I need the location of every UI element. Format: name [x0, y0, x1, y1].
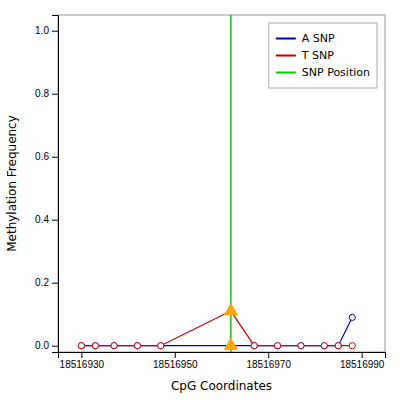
- y-tick: 0.0: [35, 340, 58, 351]
- y-tick-mark: [52, 157, 58, 158]
- y-tick-label: 0.6: [35, 151, 49, 162]
- legend: A SNP T SNP SNP Position: [269, 23, 377, 88]
- x-tick: 18516950: [153, 352, 198, 370]
- point: [349, 343, 355, 349]
- point: [134, 343, 140, 349]
- x-tick: 18516970: [246, 352, 291, 370]
- legend-item: SNP Position: [276, 66, 370, 79]
- point: [158, 343, 164, 349]
- x-axis: 18516930 18516950 18516970 18516990: [59, 352, 386, 370]
- y-axis-title: Methylation Frequency: [5, 115, 19, 252]
- y-tick-mark: [52, 283, 58, 284]
- chart: 185169301851695018516970185169900.00.20.…: [0, 0, 400, 400]
- legend-label: T SNP: [301, 49, 334, 62]
- y-tick-mark: [52, 346, 58, 347]
- point: [335, 343, 341, 349]
- x-tick-label: 18516950: [153, 359, 198, 370]
- legend-key: [276, 72, 296, 74]
- point: [298, 343, 304, 349]
- y-tick-mark: [52, 220, 58, 221]
- y-tick-mark: [52, 94, 58, 95]
- point: [78, 343, 84, 349]
- x-tick-mark: [268, 352, 269, 358]
- x-tick-label: 18516930: [60, 359, 105, 370]
- x-axis-line: [59, 353, 386, 359]
- plot-frame: [58, 15, 385, 352]
- legend-label: A SNP: [302, 32, 335, 45]
- x-tick-label: 18516990: [340, 359, 385, 370]
- point: [321, 343, 327, 349]
- y-tick: 1.0: [35, 25, 58, 36]
- point: [274, 343, 280, 349]
- y-tick-mark: [52, 31, 58, 32]
- legend-item: T SNP: [276, 49, 334, 62]
- x-tick-label: 18516970: [246, 359, 291, 370]
- y-tick-label: 0.8: [35, 88, 49, 99]
- x-tick: 18516930: [60, 352, 105, 370]
- point: [134, 343, 140, 349]
- point: [92, 343, 98, 349]
- point: [92, 343, 98, 349]
- legend-key: [276, 55, 296, 57]
- y-tick-label: 0.0: [35, 340, 49, 351]
- y-tick: 0.8: [35, 88, 58, 99]
- snp-position-line: [230, 15, 232, 352]
- y-tick: 0.4: [35, 214, 58, 225]
- series-line: [81, 317, 352, 345]
- point: [321, 343, 327, 349]
- point: [158, 343, 164, 349]
- legend-item: A SNP: [276, 32, 335, 45]
- point: [298, 343, 304, 349]
- point: [274, 343, 280, 349]
- x-tick: 18516990: [340, 352, 385, 370]
- point: [111, 343, 117, 349]
- x-tick-mark: [362, 352, 363, 358]
- point: [251, 343, 257, 349]
- y-tick-label: 1.0: [35, 25, 49, 36]
- point: [111, 343, 117, 349]
- legend-frame: [269, 23, 377, 88]
- y-tick-label: 0.4: [35, 214, 49, 225]
- y-tick: 0.2: [35, 277, 58, 288]
- snp-marker: [224, 304, 237, 315]
- snp-marker: [224, 338, 237, 349]
- y-axis-line: [52, 16, 59, 353]
- y-axis: 0.0 0.2 0.4 0.6 0.8 1.0: [35, 16, 58, 353]
- legend-label: SNP Position: [302, 66, 370, 79]
- y-tick: 0.6: [35, 151, 58, 162]
- y-tick-label: 0.2: [35, 277, 49, 288]
- x-axis-title: CpG Coordinates: [171, 379, 272, 393]
- point: [335, 343, 341, 349]
- point: [349, 314, 355, 320]
- point: [78, 343, 84, 349]
- point: [251, 343, 257, 349]
- x-tick-mark: [175, 352, 176, 358]
- x-tick-mark: [81, 352, 82, 358]
- plot: 185169301851695018516970185169900.00.20.…: [35, 15, 385, 370]
- legend-key: [276, 38, 296, 40]
- series-line: [81, 311, 352, 346]
